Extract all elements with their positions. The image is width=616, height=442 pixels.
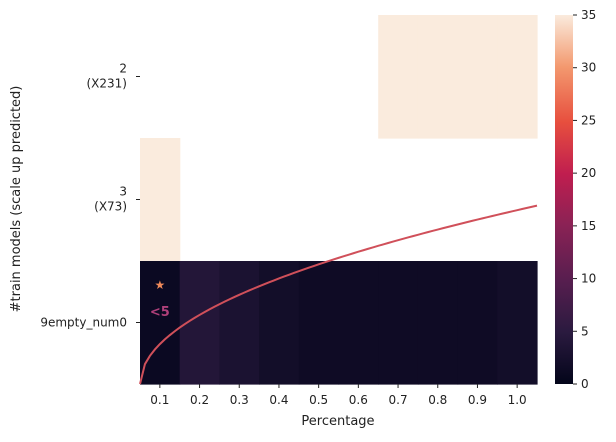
heatmap-cells — [140, 15, 538, 385]
colorbar-tick-label: 15 — [581, 219, 596, 233]
heatmap-cell — [417, 261, 459, 385]
y-tick-label: 2 — [119, 62, 127, 76]
x-tick-label: 1.0 — [508, 393, 527, 407]
heatmap-cell — [457, 15, 498, 139]
curve-line — [139, 204, 538, 385]
x-axis: 0.1 0.2 0.3 0.4 0.5 0.6 0.7 0.8 0.9 1.0 — [150, 384, 527, 407]
colorbar: 0 5 10 15 20 25 30 35 — [555, 8, 596, 391]
heatmap-cell — [417, 15, 459, 139]
y-axis: 2(X231) 3(X73) 9empty_num0 — [40, 62, 140, 330]
x-tick-label: 0.6 — [349, 393, 368, 407]
heatmap-cell — [497, 15, 538, 139]
colorbar-tick-label: 25 — [581, 113, 596, 127]
heatmap-cell — [140, 261, 181, 385]
x-axis-label: Percentage — [301, 414, 374, 429]
heatmap-cell — [219, 261, 260, 385]
y-tick-sublabel: (X231) — [87, 77, 128, 91]
x-tick-label: 0.3 — [230, 393, 249, 407]
annotations: ★ <5 — [150, 278, 170, 320]
heatmap-cell — [259, 261, 300, 385]
x-tick-label: 0.2 — [190, 393, 209, 407]
x-tick-label: 0.8 — [428, 393, 447, 407]
colorbar-tick-label: 0 — [581, 377, 589, 391]
heatmap-cell — [338, 261, 379, 385]
colorbar-tick-label: 5 — [581, 324, 589, 338]
y-tick-label: 9empty_num0 — [40, 316, 127, 330]
x-tick-label: 0.7 — [389, 393, 408, 407]
colorbar-tick-label: 35 — [581, 8, 596, 22]
star-annotation: ★ — [154, 278, 165, 292]
heatmap-cell — [457, 261, 498, 385]
y-tick-label: 3 — [119, 185, 127, 199]
heatmap-cell — [497, 261, 538, 385]
x-tick-label: 0.1 — [150, 393, 169, 407]
count-annotation: <5 — [150, 305, 170, 320]
heatmap-cell — [140, 138, 181, 262]
x-tick-label: 0.5 — [309, 393, 328, 407]
colorbar-tick-label: 30 — [581, 61, 596, 75]
y-axis-label: #train models (scale up predicted) — [9, 86, 24, 313]
heatmap-cell — [298, 261, 340, 385]
curve-layer — [139, 204, 538, 385]
colorbar-tick-label: 20 — [581, 166, 596, 180]
x-tick-label: 0.9 — [468, 393, 487, 407]
colorbar-tick-label: 10 — [581, 272, 596, 286]
y-tick-sublabel: (X73) — [94, 200, 127, 214]
x-tick-label: 0.4 — [269, 393, 288, 407]
heatmap-cell — [378, 15, 419, 139]
heatmap-cell — [378, 261, 419, 385]
colorbar-gradient — [555, 15, 573, 384]
